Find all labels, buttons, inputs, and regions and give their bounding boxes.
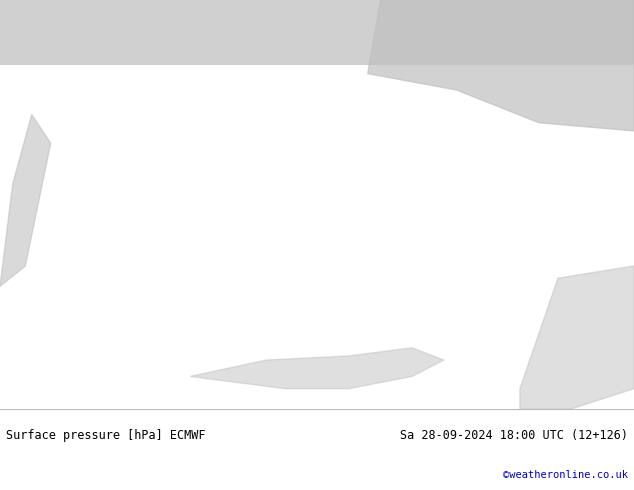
Text: ©weatheronline.co.uk: ©weatheronline.co.uk: [503, 470, 628, 481]
Polygon shape: [0, 115, 51, 286]
Polygon shape: [190, 348, 444, 389]
Text: Sa 28-09-2024 18:00 UTC (12+126): Sa 28-09-2024 18:00 UTC (12+126): [399, 429, 628, 441]
Text: Surface pressure [hPa] ECMWF: Surface pressure [hPa] ECMWF: [6, 429, 206, 441]
Polygon shape: [368, 0, 634, 131]
FancyBboxPatch shape: [0, 0, 634, 66]
Polygon shape: [520, 266, 634, 409]
